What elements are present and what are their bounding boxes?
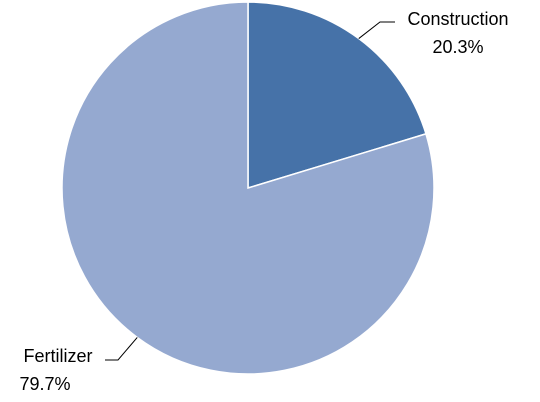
- slice-label: Construction: [407, 9, 508, 29]
- slice-label: Fertilizer: [23, 346, 92, 366]
- leader-line: [105, 337, 138, 361]
- leader-line: [358, 21, 395, 39]
- slice-value-label: 20.3%: [432, 37, 483, 57]
- pie-slice: [247, 1, 427, 190]
- slice-value-label: 79.7%: [19, 374, 70, 394]
